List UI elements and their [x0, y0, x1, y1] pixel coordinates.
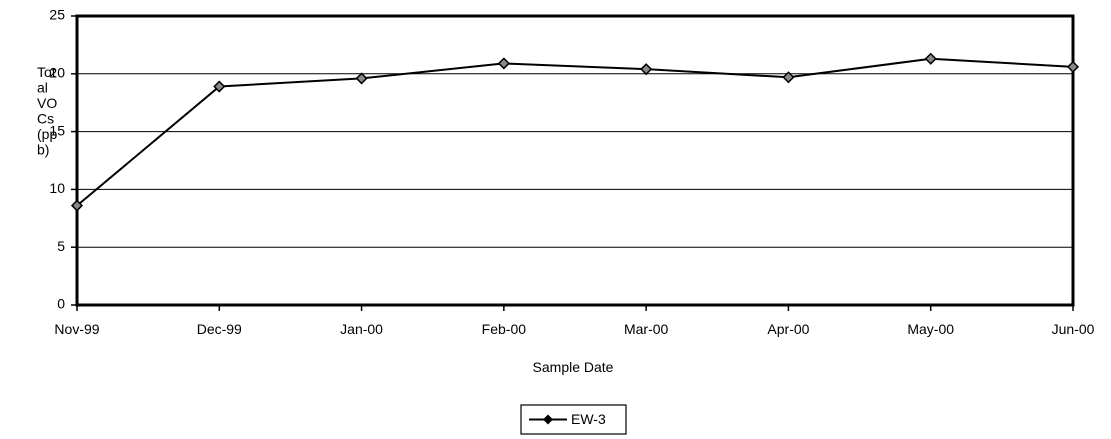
data-point — [70, 199, 84, 212]
x-axis-label: Sample Date — [533, 359, 614, 375]
y-tick-label: 10 — [49, 180, 65, 196]
plot-frame — [75, 14, 1075, 307]
y-axis-label-line: b) — [37, 142, 49, 158]
y-axis-label-line: Tot — [37, 64, 56, 80]
x-tick-label: Apr-00 — [767, 321, 809, 337]
y-tick-label: 20 — [49, 65, 65, 81]
data-point — [1066, 60, 1080, 73]
y-tick-label: 0 — [57, 296, 65, 312]
y-tick-label: 25 — [49, 7, 65, 23]
data-point — [497, 57, 510, 70]
legend-label: EW-3 — [571, 411, 606, 427]
x-tick-label: Feb-00 — [482, 321, 527, 337]
series-layer — [70, 52, 1080, 212]
x-tick-label: Jun-00 — [1052, 321, 1095, 337]
series-line-0 — [76, 57, 1074, 207]
data-point — [355, 72, 368, 85]
gridlines — [77, 73, 1073, 248]
x-tick-label: May-00 — [907, 321, 954, 337]
y-axis-label-line: (pp — [37, 126, 57, 142]
data-point — [924, 52, 937, 65]
y-axis-label-line: VO — [37, 95, 57, 111]
y-axis-label-line: Cs — [37, 111, 54, 127]
x-tick-label: Jan-00 — [340, 321, 383, 337]
data-point — [782, 71, 795, 84]
legend-marker-diamond — [543, 414, 553, 425]
y-axis-ticks: 0 5 10 15 20 25 — [49, 7, 77, 312]
data-point — [640, 63, 653, 76]
data-point — [213, 80, 226, 93]
x-tick-label: Nov-99 — [54, 321, 99, 337]
legend: EW-3 — [520, 404, 627, 435]
x-axis-ticks: Nov-99 Dec-99 Jan-00 Feb-00 Mar-00 Apr-00 May-… — [54, 305, 1095, 337]
y-tick-label: 15 — [49, 122, 65, 138]
x-tick-label: Dec-99 — [197, 321, 242, 337]
x-tick-label: Mar-00 — [624, 321, 669, 337]
y-axis-label-line: al — [37, 80, 48, 96]
y-tick-label: 5 — [57, 238, 65, 254]
